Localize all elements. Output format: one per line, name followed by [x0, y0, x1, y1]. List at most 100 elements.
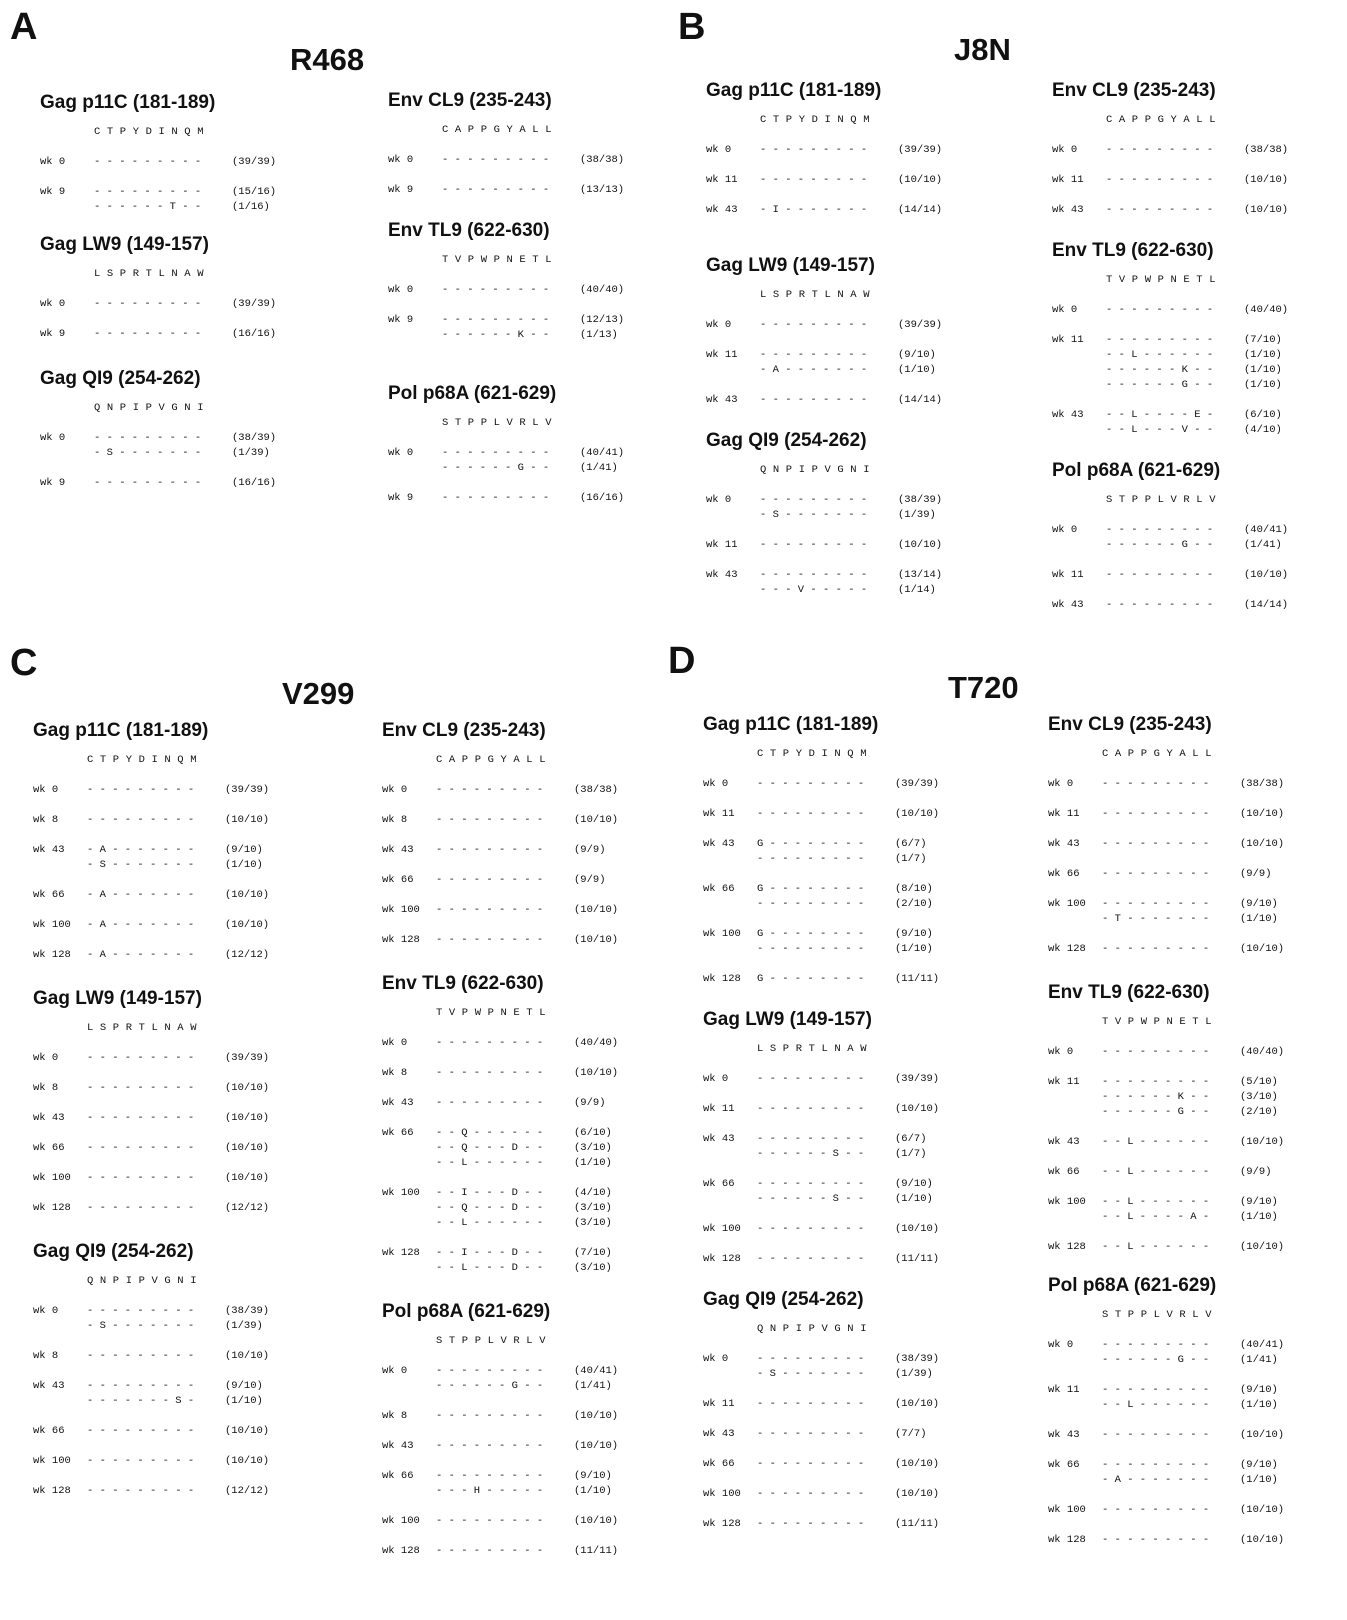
timepoint-label: wk 11	[1048, 808, 1080, 820]
clone-count: (9/10)	[895, 1178, 933, 1190]
clone-count: (1/10)	[1240, 1211, 1278, 1223]
timepoint-label: wk 66	[382, 874, 414, 886]
clone-count: (11/11)	[895, 1253, 940, 1265]
sequence-variant: - - L - - - - - -	[436, 1217, 544, 1229]
sequence-variant: - - Q - - - D - -	[436, 1202, 544, 1214]
clone-count: (9/10)	[1240, 1196, 1278, 1208]
clone-count: (10/10)	[898, 539, 943, 551]
clone-count: (40/40)	[1240, 1046, 1285, 1058]
timepoint-label: wk 43	[703, 838, 735, 850]
sequence-variant: - - - - - - - - -	[436, 1067, 544, 1079]
clone-count: (1/7)	[895, 853, 927, 865]
clone-count: (40/41)	[580, 447, 625, 459]
clone-count: (10/10)	[225, 814, 270, 826]
reference-sequence: LSPRTLNAW	[760, 289, 877, 301]
epitope-title: Env TL9 (622-630)	[1048, 982, 1210, 1003]
epitope-title: Env CL9 (235-243)	[1052, 80, 1216, 101]
sequence-variant: - - - - - - - - -	[757, 1073, 865, 1085]
sequence-variant: - - - - - - - - -	[1106, 524, 1214, 536]
clone-count: (10/10)	[574, 1440, 619, 1452]
timepoint-label: wk 43	[706, 204, 738, 216]
sequence-variant: - - - - - - G - -	[1106, 539, 1214, 551]
timepoint-label: wk 43	[382, 1440, 414, 1452]
clone-count: (10/10)	[1244, 204, 1289, 216]
sequence-variant: - - - - - - - - -	[1106, 144, 1214, 156]
sequence-variant: - - - - - - - - -	[87, 1455, 195, 1467]
sequence-variant: - - - - - - - - -	[757, 1428, 865, 1440]
timepoint-label: wk 128	[33, 949, 71, 961]
clone-count: (38/39)	[895, 1353, 940, 1365]
timepoint-label: wk 66	[703, 1178, 735, 1190]
sequence-variant: - I - - - - - - -	[760, 204, 868, 216]
timepoint-label: wk 43	[1048, 1429, 1080, 1441]
timepoint-label: wk 0	[382, 784, 408, 796]
reference-sequence: STPPLVRLV	[436, 1335, 553, 1347]
clone-count: (1/41)	[1240, 1354, 1278, 1366]
sequence-variant: - - I - - - D - -	[436, 1187, 544, 1199]
timepoint-label: wk 100	[33, 919, 71, 931]
sequence-variant: - - - - - - - - -	[436, 904, 544, 916]
timepoint-label: wk 43	[1048, 1136, 1080, 1148]
clone-count: (4/10)	[1244, 424, 1282, 436]
clone-count: (10/10)	[895, 1458, 940, 1470]
sequence-variant: - - - - - - - - -	[757, 1178, 865, 1190]
clone-count: (10/10)	[574, 1515, 619, 1527]
reference-sequence: TVPWPNETL	[1106, 274, 1223, 286]
sequence-variant: - - L - - - - - -	[1102, 1241, 1210, 1253]
clone-count: (16/16)	[232, 477, 277, 489]
sequence-variant: - - - - - - - - -	[1102, 1459, 1210, 1471]
timepoint-label: wk 100	[1048, 1504, 1086, 1516]
sequence-variant: - S - - - - - - -	[87, 859, 195, 871]
epitope-title: Env CL9 (235-243)	[388, 90, 552, 111]
clone-count: (1/16)	[232, 201, 270, 213]
clone-count: (38/39)	[225, 1305, 270, 1317]
sequence-variant: - - - - - - - - -	[436, 934, 544, 946]
clone-count: (40/41)	[1244, 524, 1289, 536]
clone-count: (1/10)	[895, 943, 933, 955]
timepoint-label: wk 43	[703, 1133, 735, 1145]
timepoint-label: wk 0	[40, 432, 66, 444]
sequence-variant: - - - - - - - - -	[1102, 868, 1210, 880]
timepoint-label: wk 0	[33, 784, 59, 796]
sequence-variant: G - - - - - - - -	[757, 838, 865, 850]
sequence-variant: - - Q - - - D - -	[436, 1142, 544, 1154]
panel-label: C	[10, 642, 38, 684]
clone-count: (1/14)	[898, 584, 936, 596]
sequence-variant: - - L - - - V - -	[1106, 424, 1214, 436]
timepoint-label: wk 0	[703, 1073, 729, 1085]
sequence-variant: - - - - - - - - -	[1102, 898, 1210, 910]
timepoint-label: wk 128	[382, 1247, 420, 1259]
sequence-variant: - - - - - - - - -	[94, 156, 202, 168]
sequence-variant: - - L - - - - A -	[1102, 1211, 1210, 1223]
clone-count: (9/10)	[895, 928, 933, 940]
timepoint-label: wk 128	[703, 1518, 741, 1530]
sequence-variant: - - - - - - - - -	[1102, 1534, 1210, 1546]
reference-sequence: CAPPGYALL	[1106, 114, 1223, 126]
timepoint-label: wk 11	[1048, 1384, 1080, 1396]
sequence-variant: - - - - - - G - -	[1102, 1354, 1210, 1366]
sequence-variant: - - - - - - - - -	[757, 778, 865, 790]
clone-count: (4/10)	[574, 1187, 612, 1199]
clone-count: (1/10)	[898, 364, 936, 376]
sequence-variant: - T - - - - - - -	[1102, 913, 1210, 925]
timepoint-label: wk 0	[706, 144, 732, 156]
sequence-variant: - - L - - - - - -	[436, 1157, 544, 1169]
sequence-variant: - - - - - - - - -	[436, 1410, 544, 1422]
clone-count: (40/40)	[574, 1037, 619, 1049]
timepoint-label: wk 11	[1052, 569, 1084, 581]
sequence-variant: - - - - - - - - -	[760, 569, 868, 581]
sequence-variant: - - - - - - - - -	[757, 1458, 865, 1470]
sequence-variant: - - - - - - - - -	[1106, 569, 1214, 581]
sequence-variant: - - - - - - - S -	[87, 1395, 195, 1407]
clone-count: (3/10)	[574, 1202, 612, 1214]
timepoint-label: wk 128	[382, 934, 420, 946]
sequence-variant: - - - - - - - - -	[87, 814, 195, 826]
animal-id: R468	[290, 42, 365, 77]
clone-count: (10/10)	[1240, 943, 1285, 955]
sequence-variant: - - I - - - D - -	[436, 1247, 544, 1259]
clone-count: (1/41)	[580, 462, 618, 474]
epitope-title: Gag QI9 (254-262)	[40, 368, 201, 389]
clone-count: (12/13)	[580, 314, 625, 326]
epitope-title: Env TL9 (622-630)	[1052, 240, 1214, 261]
timepoint-label: wk 0	[40, 156, 66, 168]
